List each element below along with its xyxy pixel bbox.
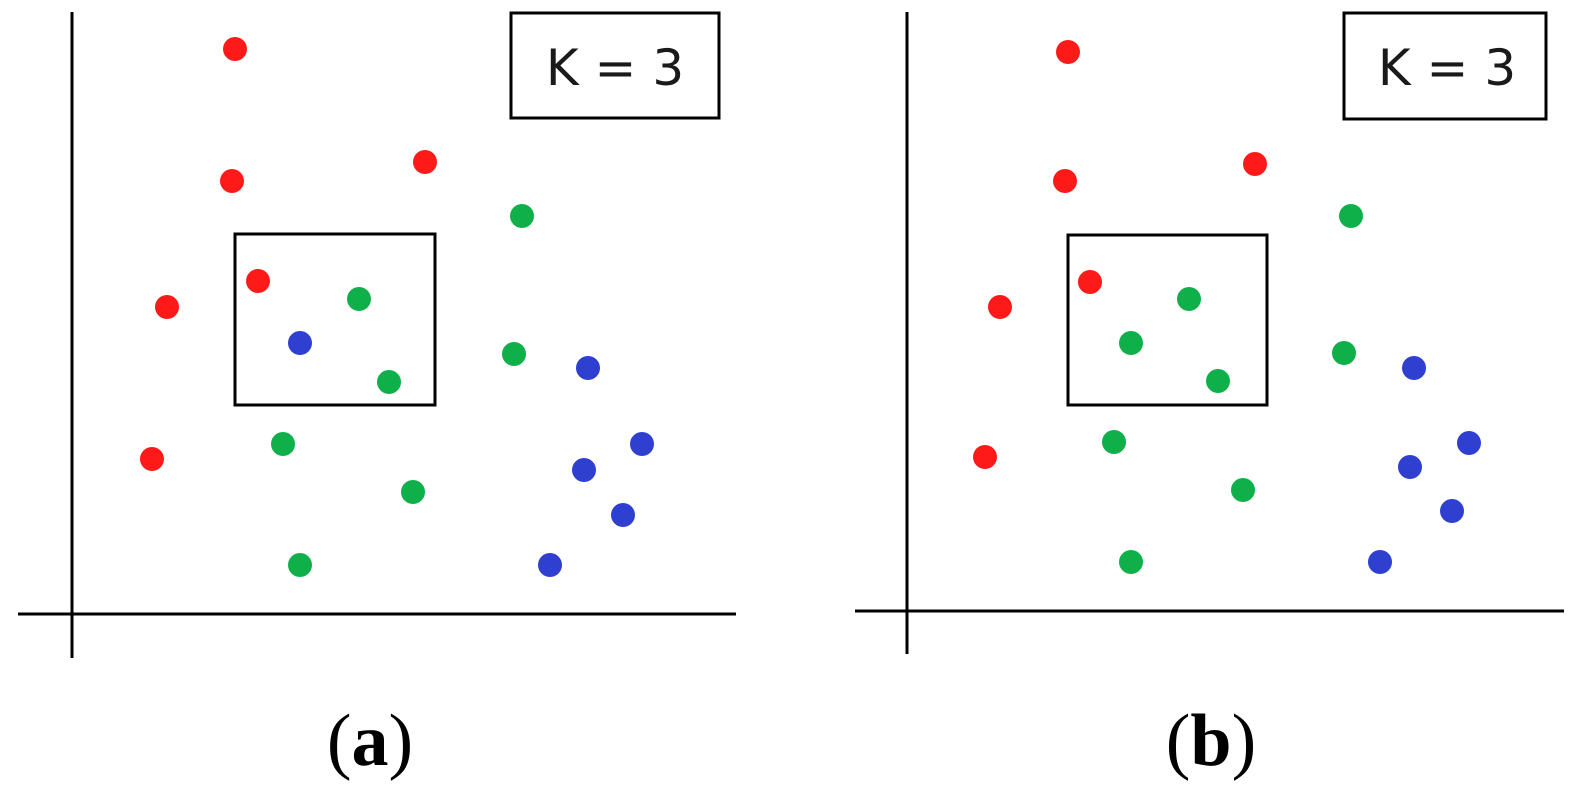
red-point — [140, 447, 164, 471]
blue-point — [1402, 356, 1426, 380]
green-point — [271, 432, 295, 456]
neighborhood-box-b — [1066, 233, 1269, 407]
points-a — [140, 37, 654, 577]
blue-point — [576, 356, 600, 380]
panel-a: K = 3 (a) — [18, 11, 736, 782]
red-point — [223, 37, 247, 61]
green-point — [288, 553, 312, 577]
blue-point — [1398, 455, 1422, 479]
caption-a: (a) — [327, 700, 413, 782]
k-label-a: K = 3 — [546, 39, 684, 97]
red-point — [155, 295, 179, 319]
red-point — [1243, 152, 1267, 176]
red-point — [988, 295, 1012, 319]
red-point — [246, 269, 270, 293]
green-point — [1102, 430, 1126, 454]
caption-b-letter: b — [1190, 700, 1231, 782]
caption-b: (b) — [1166, 700, 1256, 782]
green-point — [1206, 369, 1230, 393]
caption-b-open: ( — [1166, 700, 1191, 782]
red-point — [413, 150, 437, 174]
blue-point — [538, 553, 562, 577]
green-point — [1332, 341, 1356, 365]
green-point — [502, 342, 526, 366]
blue-point — [1440, 499, 1464, 523]
blue-point — [611, 503, 635, 527]
caption-b-close: ) — [1232, 700, 1257, 782]
blue-point — [1368, 550, 1392, 574]
k-label-box-a — [509, 11, 721, 120]
points-b — [973, 40, 1481, 574]
red-point — [1053, 169, 1077, 193]
blue-point — [288, 331, 312, 355]
green-point — [1231, 478, 1255, 502]
red-point — [1056, 40, 1080, 64]
green-point — [1177, 287, 1201, 311]
blue-point — [572, 458, 596, 482]
caption-a-letter: a — [352, 700, 389, 782]
caption-a-close: ) — [389, 700, 414, 782]
green-point — [1119, 331, 1143, 355]
green-point — [1119, 550, 1143, 574]
k-label-box-b — [1342, 11, 1548, 121]
red-point — [220, 169, 244, 193]
red-point — [973, 445, 997, 469]
blue-point — [1457, 431, 1481, 455]
green-point — [377, 370, 401, 394]
neighborhood-box-a — [233, 232, 437, 407]
k-label-b: K = 3 — [1378, 39, 1516, 97]
green-point — [347, 287, 371, 311]
panel-b: K = 3 (b) — [855, 11, 1564, 782]
red-point — [1078, 270, 1102, 294]
caption-a-open: ( — [327, 700, 352, 782]
green-point — [510, 204, 534, 228]
blue-point — [630, 432, 654, 456]
green-point — [1339, 204, 1363, 228]
green-point — [401, 480, 425, 504]
